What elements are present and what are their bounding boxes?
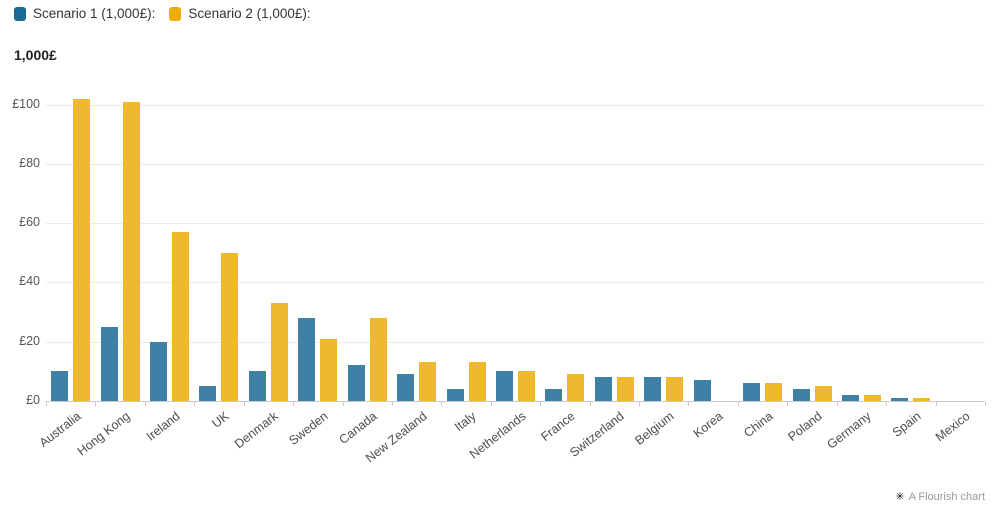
bar-scenario-2-ireland[interactable] xyxy=(172,231,190,401)
y-axis-tick-label: £40 xyxy=(19,274,40,289)
x-axis-tick xyxy=(490,402,492,406)
bar-scenario-1-spain[interactable] xyxy=(891,398,909,401)
x-axis-label-australia: Australia xyxy=(36,409,84,450)
flourish-credit-text: A Flourish chart xyxy=(908,491,985,503)
bar-scenario-1-canada[interactable] xyxy=(347,365,365,401)
x-axis-baseline xyxy=(46,401,985,402)
bar-scenario-2-germany[interactable] xyxy=(863,395,881,401)
bar-scenario-1-denmark[interactable] xyxy=(248,371,266,401)
bar-scenario-1-netherlands[interactable] xyxy=(496,371,513,401)
legend-label-scenario-1: Scenario 1 (1,000£): xyxy=(33,6,156,21)
x-axis-label-germany: Germany xyxy=(824,409,875,452)
x-axis-tick xyxy=(985,402,986,406)
x-axis-label-spain: Spain xyxy=(889,409,924,440)
x-axis-label-denmark: Denmark xyxy=(232,409,282,452)
flourish-logo-icon: ✳ xyxy=(895,490,905,503)
legend-item-scenario-1[interactable]: Scenario 1 (1,000£): xyxy=(14,6,155,21)
x-axis-tick xyxy=(688,402,690,406)
bar-scenario-2-france[interactable] xyxy=(567,374,585,401)
x-axis-tick xyxy=(144,402,146,406)
bar-scenario-2-canada[interactable] xyxy=(369,317,387,401)
bar-scenario-1-china[interactable] xyxy=(743,383,761,401)
bar-scenario-1-hong-kong[interactable] xyxy=(100,326,118,401)
gridline xyxy=(46,223,985,225)
bar-scenario-1-korea[interactable] xyxy=(693,380,711,401)
bar-scenario-1-france[interactable] xyxy=(545,389,563,401)
bar-scenario-1-australia[interactable] xyxy=(51,371,69,401)
x-axis-tick xyxy=(540,402,542,406)
x-axis-label-mexico: Mexico xyxy=(933,409,973,445)
bar-scenario-1-new-zealand[interactable] xyxy=(397,374,415,401)
x-axis-label-hong-kong: Hong Kong xyxy=(74,409,133,459)
y-axis-title: 1,000£ xyxy=(14,47,57,63)
bar-scenario-1-belgium[interactable] xyxy=(644,377,662,401)
gridline xyxy=(46,163,985,165)
x-axis-tick xyxy=(589,402,591,406)
x-axis-tick xyxy=(342,402,344,406)
bar-scenario-1-uk[interactable] xyxy=(199,386,217,401)
bar-scenario-1-sweden[interactable] xyxy=(298,317,316,401)
bar-scenario-2-uk[interactable] xyxy=(221,252,239,401)
x-axis-label-sweden: Sweden xyxy=(286,409,331,448)
legend: Scenario 1 (1,000£): Scenario 2 (1,000£)… xyxy=(14,6,311,21)
x-axis-tick xyxy=(737,402,739,406)
bar-scenario-2-new-zealand[interactable] xyxy=(419,362,437,401)
x-axis-tick xyxy=(391,402,393,406)
bar-scenario-1-germany[interactable] xyxy=(841,395,859,401)
gridline xyxy=(46,282,985,284)
y-axis-tick-label: £80 xyxy=(19,155,40,170)
bar-scenario-1-italy[interactable] xyxy=(446,389,464,401)
bar-scenario-2-italy[interactable] xyxy=(468,362,486,401)
x-axis-tick xyxy=(836,402,838,406)
x-axis-label-canada: Canada xyxy=(336,409,380,447)
x-axis-label-france: France xyxy=(538,409,578,444)
bar-scenario-2-australia[interactable] xyxy=(73,98,91,401)
x-axis-tick xyxy=(886,402,888,406)
legend-label-scenario-2: Scenario 2 (1,000£): xyxy=(188,6,311,21)
gridline xyxy=(46,341,985,343)
legend-item-scenario-2[interactable]: Scenario 2 (1,000£): xyxy=(169,6,311,21)
bar-scenario-2-denmark[interactable] xyxy=(270,303,288,401)
bar-scenario-2-hong-kong[interactable] xyxy=(122,101,140,401)
bar-scenario-1-poland[interactable] xyxy=(792,389,810,401)
x-axis-tick xyxy=(46,402,47,406)
scenario-1-swatch-icon xyxy=(14,6,26,21)
bar-scenario-2-spain[interactable] xyxy=(913,398,931,401)
x-axis-label-china: China xyxy=(740,409,776,441)
scenario-2-swatch-icon xyxy=(169,6,182,21)
bar-scenario-1-ireland[interactable] xyxy=(150,341,168,401)
bar-scenario-2-netherlands[interactable] xyxy=(518,371,535,401)
x-axis-label-italy: Italy xyxy=(452,409,479,435)
bar-scenario-2-china[interactable] xyxy=(765,383,783,401)
x-axis-tick xyxy=(293,402,295,406)
x-axis-label-uk: UK xyxy=(209,409,232,431)
bar-scenario-2-belgium[interactable] xyxy=(666,377,684,401)
x-axis-tick xyxy=(787,402,789,406)
y-axis-tick-label: £60 xyxy=(19,215,40,230)
y-axis-tick-label: £100 xyxy=(12,96,40,111)
y-axis-tick-label: £20 xyxy=(19,333,40,348)
x-axis-tick xyxy=(95,402,97,406)
x-axis-label-korea: Korea xyxy=(690,409,726,441)
x-axis-tick xyxy=(441,402,443,406)
x-axis-label-poland: Poland xyxy=(785,409,825,445)
y-axis-tick-label: £0 xyxy=(26,393,40,407)
gridline xyxy=(46,104,985,106)
bar-scenario-2-poland[interactable] xyxy=(814,386,832,401)
x-axis-tick xyxy=(243,402,245,406)
x-axis-tick xyxy=(639,402,641,406)
x-axis-label-belgium: Belgium xyxy=(632,409,677,448)
x-axis-tick xyxy=(935,402,937,406)
flourish-credit-link[interactable]: ✳ A Flourish chart xyxy=(895,491,985,503)
bar-scenario-2-sweden[interactable] xyxy=(320,338,338,401)
bar-scenario-1-switzerland[interactable] xyxy=(594,377,612,401)
x-axis-label-switzerland: Switzerland xyxy=(567,409,627,460)
x-axis-label-ireland: Ireland xyxy=(143,409,183,444)
bar-scenario-2-switzerland[interactable] xyxy=(616,377,634,401)
x-axis-tick xyxy=(194,402,196,406)
